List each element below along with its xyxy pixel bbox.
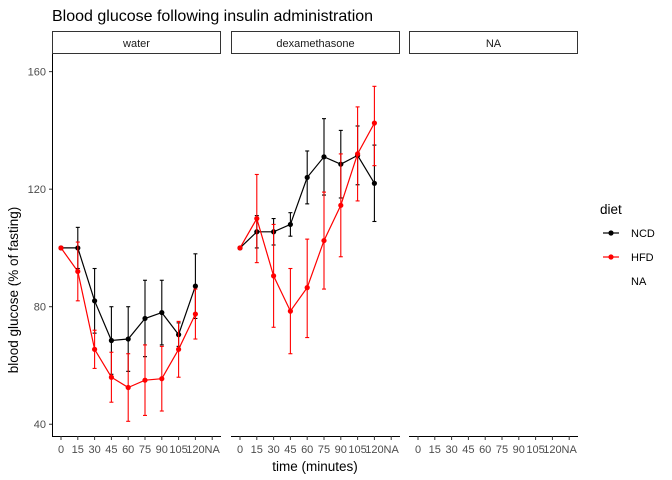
facet-strip-label: water [122,38,150,50]
x-tick-label: 120 [543,444,561,456]
x-tick-label: 15 [429,444,441,456]
data-point [287,308,293,314]
data-point [142,377,148,383]
data-point [142,315,148,322]
x-tick-label: 30 [88,444,100,456]
facet-strip-label: dexamethasone [276,38,354,50]
series-ncd [237,118,377,251]
x-tick-label: NA [562,444,578,456]
legend-label: NA [631,276,647,288]
x-tick-label: 0 [415,444,421,456]
data-point [92,298,98,304]
legend-title: diet [600,202,622,217]
data-point [237,245,243,251]
x-tick-label: 15 [251,444,263,456]
x-tick-label: 60 [301,444,313,456]
facet-strip [52,31,221,54]
series-hfd [58,241,198,422]
data-point [125,336,131,342]
x-tick-label: 60 [479,444,491,456]
data-point [125,384,131,391]
x-tick-label: 105 [169,444,187,456]
data-point [338,202,344,208]
legend-entry: HFD [603,252,654,264]
legend-label: NCD [631,228,655,240]
data-point [108,374,114,380]
data-point [159,376,165,382]
x-tick-label: NA [205,444,221,456]
x-tick-label: 0 [237,444,243,456]
facet-strip [409,31,578,54]
legend: diet NCD HFD NA [600,202,655,288]
y-tick-label: 120 [28,184,46,196]
data-point [192,283,198,289]
data-point [192,311,198,317]
x-tick-label: 120 [365,444,383,456]
legend-key-point [608,254,614,260]
data-point [108,337,114,344]
x-tick-label: 75 [496,444,508,456]
x-tick-label: 45 [284,444,296,456]
y-tick-label: 40 [34,419,46,431]
data-point [75,268,81,275]
data-point [371,120,377,126]
legend-label: HFD [631,252,654,264]
x-tick-label: 75 [318,444,330,456]
y-axis-title: blood glucose (% of fasting) [6,207,21,374]
x-axis-title: time (minutes) [272,459,358,474]
chart-title: Blood glucose following insulin administ… [52,8,373,25]
x-tick-label: 0 [58,444,64,456]
x-tick-label: 30 [267,444,279,456]
facet-strip [231,31,400,54]
x-tick-label: 75 [139,444,151,456]
x-tick-label: 45 [462,444,474,456]
x-tick-label: 90 [513,444,525,456]
facet-strip-label: NA [486,38,502,50]
data-point [254,215,260,222]
legend-entry: NCD [603,228,655,240]
x-tick-label: 120 [186,444,204,456]
data-point [176,346,182,352]
data-point [287,221,293,228]
x-tick-label: 105 [348,444,366,456]
data-point [159,309,165,316]
data-point [321,154,327,160]
x-tick-label: 90 [335,444,347,456]
x-tick-label: 105 [526,444,544,456]
x-tick-label: 15 [72,444,84,456]
x-tick-label: 30 [445,444,457,456]
data-point [355,151,361,157]
data-point [321,237,327,244]
data-point [92,346,98,352]
x-tick-label: 90 [156,444,168,456]
data-point [304,285,310,291]
data-point [304,174,310,181]
y-tick-label: 80 [34,302,46,314]
legend-key-point [608,230,614,236]
x-tick-label: 60 [122,444,134,456]
data-point [371,180,377,186]
x-tick-label: NA [384,444,400,456]
series-hfd [237,85,377,355]
data-point [271,273,277,279]
y-tick-label: 160 [28,67,46,79]
x-tick-label: 45 [105,444,117,456]
legend-entry: NA [631,276,647,288]
data-point [58,245,64,251]
